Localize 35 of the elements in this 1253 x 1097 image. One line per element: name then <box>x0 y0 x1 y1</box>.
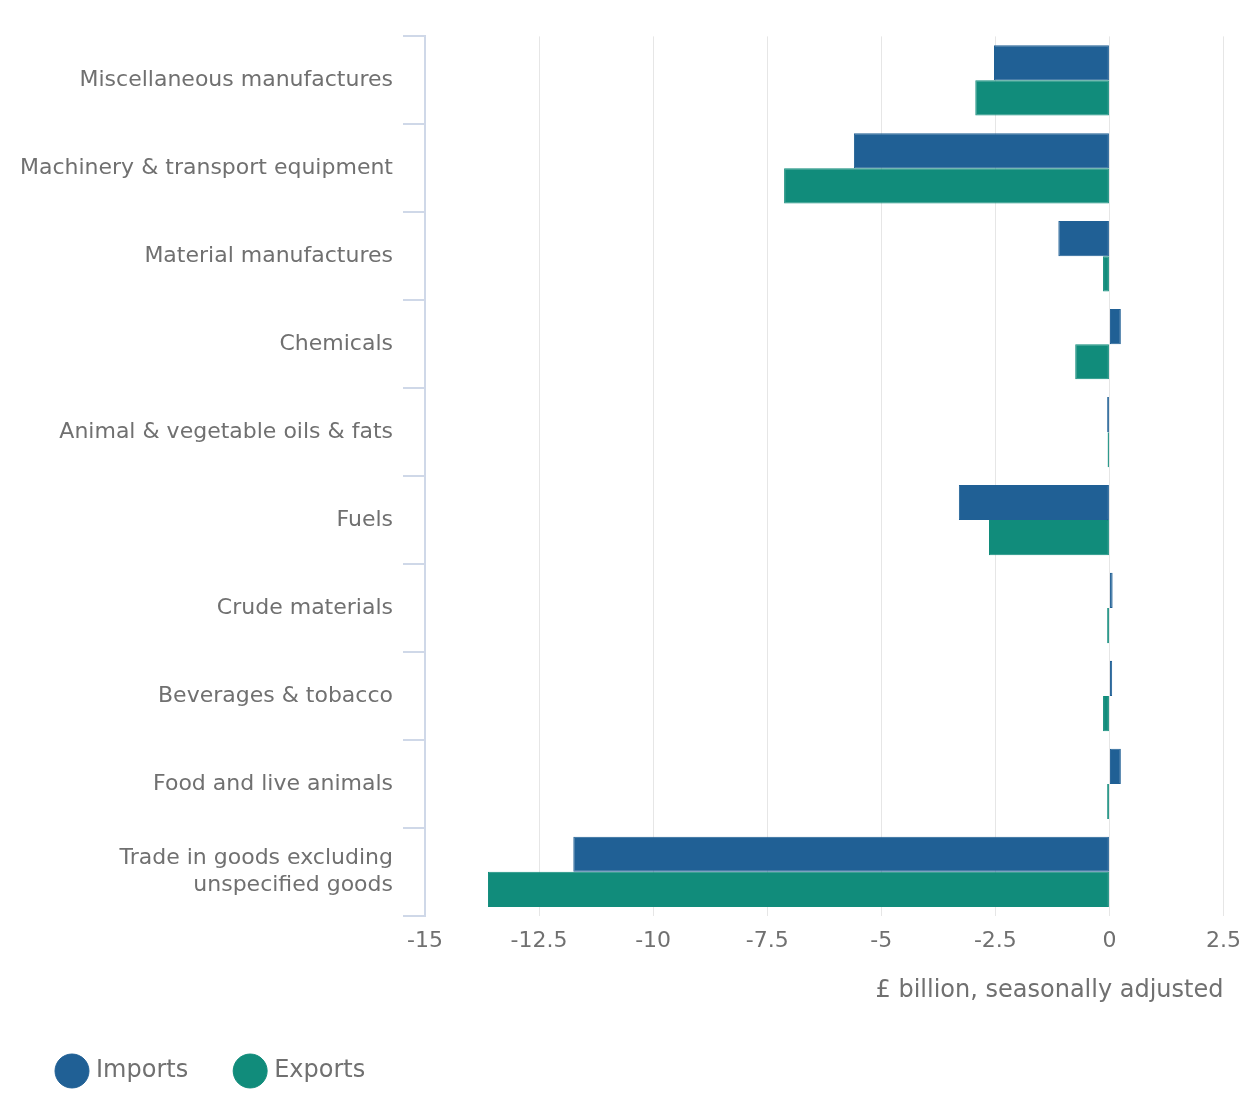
y-tick-label: Animal & vegetable oils & fats <box>59 417 393 443</box>
bar <box>784 168 1109 204</box>
bar <box>1109 748 1121 784</box>
x-tick-label: 2.5 <box>1206 926 1242 952</box>
bar <box>487 871 1109 908</box>
y-tick-label: Food and live animals <box>153 769 393 795</box>
bar <box>1103 256 1109 292</box>
x-tick-label: -2.5 <box>973 926 1017 952</box>
legend-label: Imports <box>96 1055 189 1084</box>
x-tick-label: -15 <box>407 926 443 952</box>
bar <box>1058 221 1109 257</box>
x-axis-title: £ billion, seasonally adjusted <box>875 974 1224 1003</box>
bar <box>573 836 1109 872</box>
x-tick-label: -7.5 <box>745 926 789 952</box>
bar <box>993 45 1109 81</box>
y-tick-label: Material manufactures <box>144 241 393 267</box>
bar <box>988 520 1109 556</box>
legend-label: Exports <box>274 1055 366 1084</box>
x-tick-label: -12.5 <box>510 926 568 952</box>
y-tick-label: Trade in goods excluding unspecified goods <box>118 844 393 896</box>
y-tick-label: Beverages & tobacco <box>158 681 393 707</box>
y-tick-label: Chemicals <box>279 329 393 355</box>
bar <box>1075 344 1109 380</box>
bar <box>853 133 1109 169</box>
x-tick-label: -5 <box>870 926 893 952</box>
y-tick-label: Machinery & transport equipment <box>19 154 394 180</box>
bar <box>958 484 1109 521</box>
y-tick-label: Miscellaneous manufactures <box>79 66 393 92</box>
x-tick-label: -10 <box>635 926 672 952</box>
x-tick-label: 0 <box>1102 926 1117 952</box>
bar <box>1109 309 1121 345</box>
y-tick-label: Fuels <box>336 505 393 531</box>
bar <box>975 80 1109 116</box>
bar <box>1103 695 1109 732</box>
y-tick-label: Crude materials <box>216 593 393 619</box>
